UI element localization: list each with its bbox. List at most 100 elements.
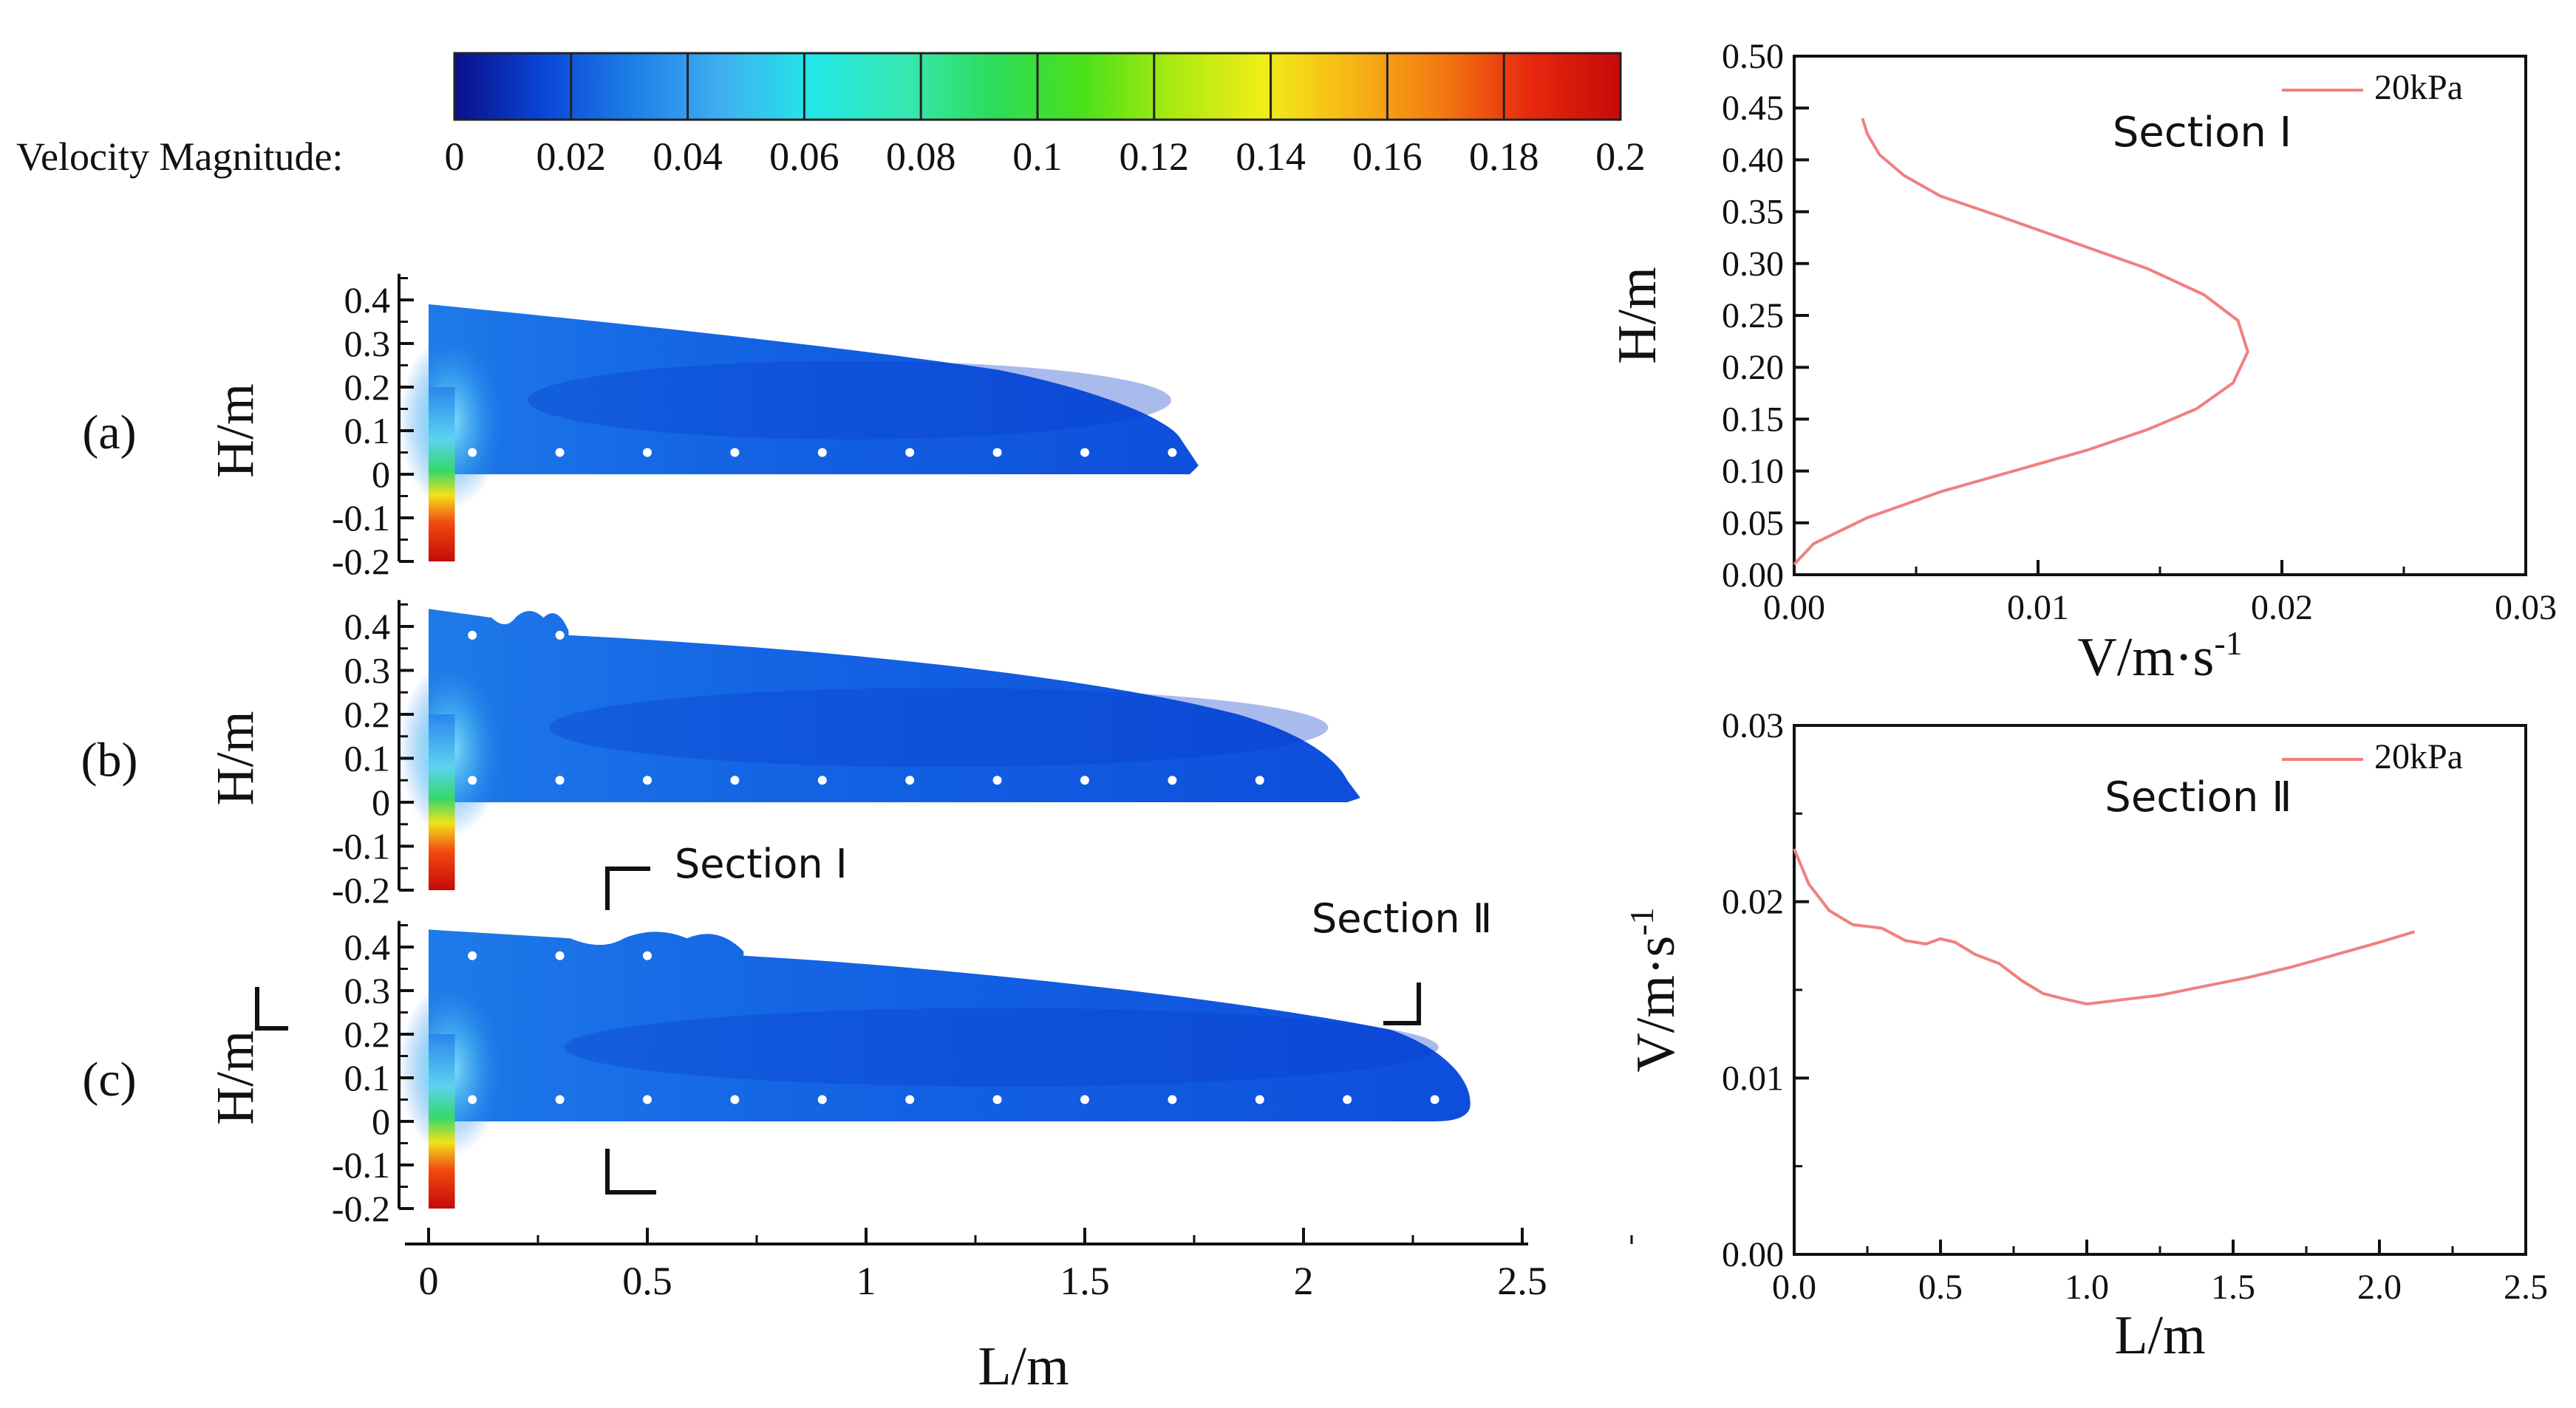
contour-x-tick-label: 0 xyxy=(419,1259,439,1303)
colorbar-tick-label: 0.14 xyxy=(1236,134,1306,179)
y-tick-label: 0.03 xyxy=(1722,706,1784,745)
colorbar-tick-label: 0.02 xyxy=(536,134,607,179)
x-tick-label: 0.02 xyxy=(2251,588,2313,627)
contour-y-tick-label: 0 xyxy=(372,454,390,495)
contour-dot xyxy=(555,1095,565,1104)
y-tick-label: 0.20 xyxy=(1722,348,1784,387)
contour-core-band xyxy=(528,360,1171,440)
contour-dot xyxy=(1168,448,1177,457)
contour-dot xyxy=(992,776,1002,785)
contour-y-tick-label: 0.3 xyxy=(344,970,391,1011)
panel-label: (c) xyxy=(82,1053,136,1107)
y-axis-label: V/m·s-1 xyxy=(1623,907,1686,1072)
contour-y-tick-label: 0.4 xyxy=(344,926,391,968)
y-tick-label: 0.35 xyxy=(1722,193,1784,232)
contour-dot xyxy=(817,448,827,457)
contour-core-band xyxy=(564,1008,1439,1087)
x-axis-label: V/m·s-1 xyxy=(2077,624,2242,688)
panel-label: (b) xyxy=(81,734,138,787)
contour-y-tick-label: -0.1 xyxy=(332,497,390,539)
series-line-20kpa xyxy=(1793,848,2416,1006)
contour-dot xyxy=(905,448,915,457)
contour-dot xyxy=(1255,776,1264,785)
x-axis-label-sup: -1 xyxy=(2214,624,2242,662)
x-tick-label: 1.5 xyxy=(2211,1268,2255,1307)
contour-y-label: H/m xyxy=(205,383,265,478)
contour-dot xyxy=(1168,776,1177,785)
contour-jet xyxy=(429,387,455,561)
contour-dot xyxy=(817,776,827,785)
contour-y-tick-label: -0.1 xyxy=(332,1144,390,1186)
contour-x-label: L/m xyxy=(978,1336,1069,1397)
x-tick-label: 1.0 xyxy=(2065,1268,2109,1307)
section-two-right-marker xyxy=(1383,982,1421,1025)
contour-y-tick-label: 0.2 xyxy=(344,1014,391,1055)
y-axis-label-sup: -1 xyxy=(1623,907,1660,935)
y-tick-label: 0.02 xyxy=(1722,883,1784,922)
y-tick-label: 0.45 xyxy=(1722,89,1784,128)
section-markers: Section Ⅰ Section Ⅱ xyxy=(255,841,1492,1195)
y-axis-label: H/m xyxy=(1607,267,1668,364)
y-tick-label: 0.10 xyxy=(1722,452,1784,491)
chart-title: Section Ⅱ xyxy=(2105,773,2292,821)
contour-dot xyxy=(1430,1095,1439,1104)
y-tick-label: 0.30 xyxy=(1722,245,1784,284)
colorbar-tick-label: 0.18 xyxy=(1469,134,1539,179)
contour-y-tick-label: 0.2 xyxy=(344,694,391,735)
contour-dot xyxy=(555,951,565,960)
y-tick-label: 0.01 xyxy=(1722,1059,1784,1098)
contour-dot xyxy=(468,630,477,640)
chart-title: Section Ⅰ xyxy=(2113,109,2292,157)
contour-field xyxy=(429,609,1360,890)
contour-dot xyxy=(1080,448,1089,457)
contour-y-tick-label: 0.1 xyxy=(344,738,391,779)
contour-x-tick-label: 1.5 xyxy=(1060,1259,1110,1303)
contour-dot xyxy=(555,448,565,457)
contour-x-tick-label: 1 xyxy=(856,1259,876,1303)
contour-dot xyxy=(1343,1095,1352,1104)
contour-dot xyxy=(1168,1095,1177,1104)
section-two-label: Section Ⅱ xyxy=(1312,895,1492,942)
series-line-20kpa xyxy=(1793,117,2249,566)
y-tick-label: 0.50 xyxy=(1722,37,1784,76)
contour-x-axis: 0 0.5 1 1.5 2 2.5 L/m xyxy=(405,1228,1633,1397)
contour-y-tick-label: 0.3 xyxy=(344,650,391,691)
section-one-label: Section Ⅰ xyxy=(675,841,848,887)
contour-dot xyxy=(468,448,477,457)
contour-field xyxy=(429,929,1471,1209)
colorbar: Velocity Magnitude: 0 0.02 0.04 0.06 0.08 0.1… xyxy=(16,52,1646,179)
panel-label: (a) xyxy=(82,406,136,459)
y-tick-label: 0.00 xyxy=(1722,1235,1784,1274)
contour-dot xyxy=(468,1095,477,1104)
section-one-bottom-marker xyxy=(605,1149,656,1195)
contour-dot xyxy=(730,1095,740,1104)
contour-y-tick-label: 0 xyxy=(372,782,390,823)
contour-y-tick-label: 0.1 xyxy=(344,410,391,451)
contour-jet xyxy=(429,714,455,890)
y-tick-label: 0.40 xyxy=(1722,140,1784,180)
contour-dot xyxy=(643,951,652,960)
y-tick-label: 0.05 xyxy=(1722,504,1784,543)
y-tick-label: 0.25 xyxy=(1722,296,1784,335)
contour-dot xyxy=(730,776,740,785)
legend-label: 20kPa xyxy=(2374,737,2463,776)
contour-x-tick-label: 0.5 xyxy=(622,1259,672,1303)
x-tick-label: 0.00 xyxy=(1763,588,1825,627)
contour-dot xyxy=(992,1095,1002,1104)
colorbar-tick-label: 0.08 xyxy=(886,134,956,179)
contour-y-tick-label: 0.4 xyxy=(344,279,391,321)
chart-section-two: 0.0 0.5 1.0 1.5 2.0 2.5 0.00 0.01 0.02 0.03 20kPa S… xyxy=(1623,706,2548,1366)
contour-dot xyxy=(555,630,565,640)
x-tick-label: 0.01 xyxy=(2007,588,2069,627)
contour-y-tick-label: 0.4 xyxy=(344,606,391,647)
contour-y-tick-label: 0.3 xyxy=(344,323,391,364)
contour-core-band xyxy=(549,688,1329,768)
colorbar-tick-label: 0 xyxy=(445,134,465,179)
colorbar-tick-label: 0.16 xyxy=(1352,134,1422,179)
contour-dot xyxy=(643,448,652,457)
contour-y-tick-label: -0.1 xyxy=(332,826,390,867)
x-tick-label: 0.03 xyxy=(2495,588,2557,627)
contour-dot xyxy=(730,448,740,457)
contour-dot xyxy=(905,1095,915,1104)
